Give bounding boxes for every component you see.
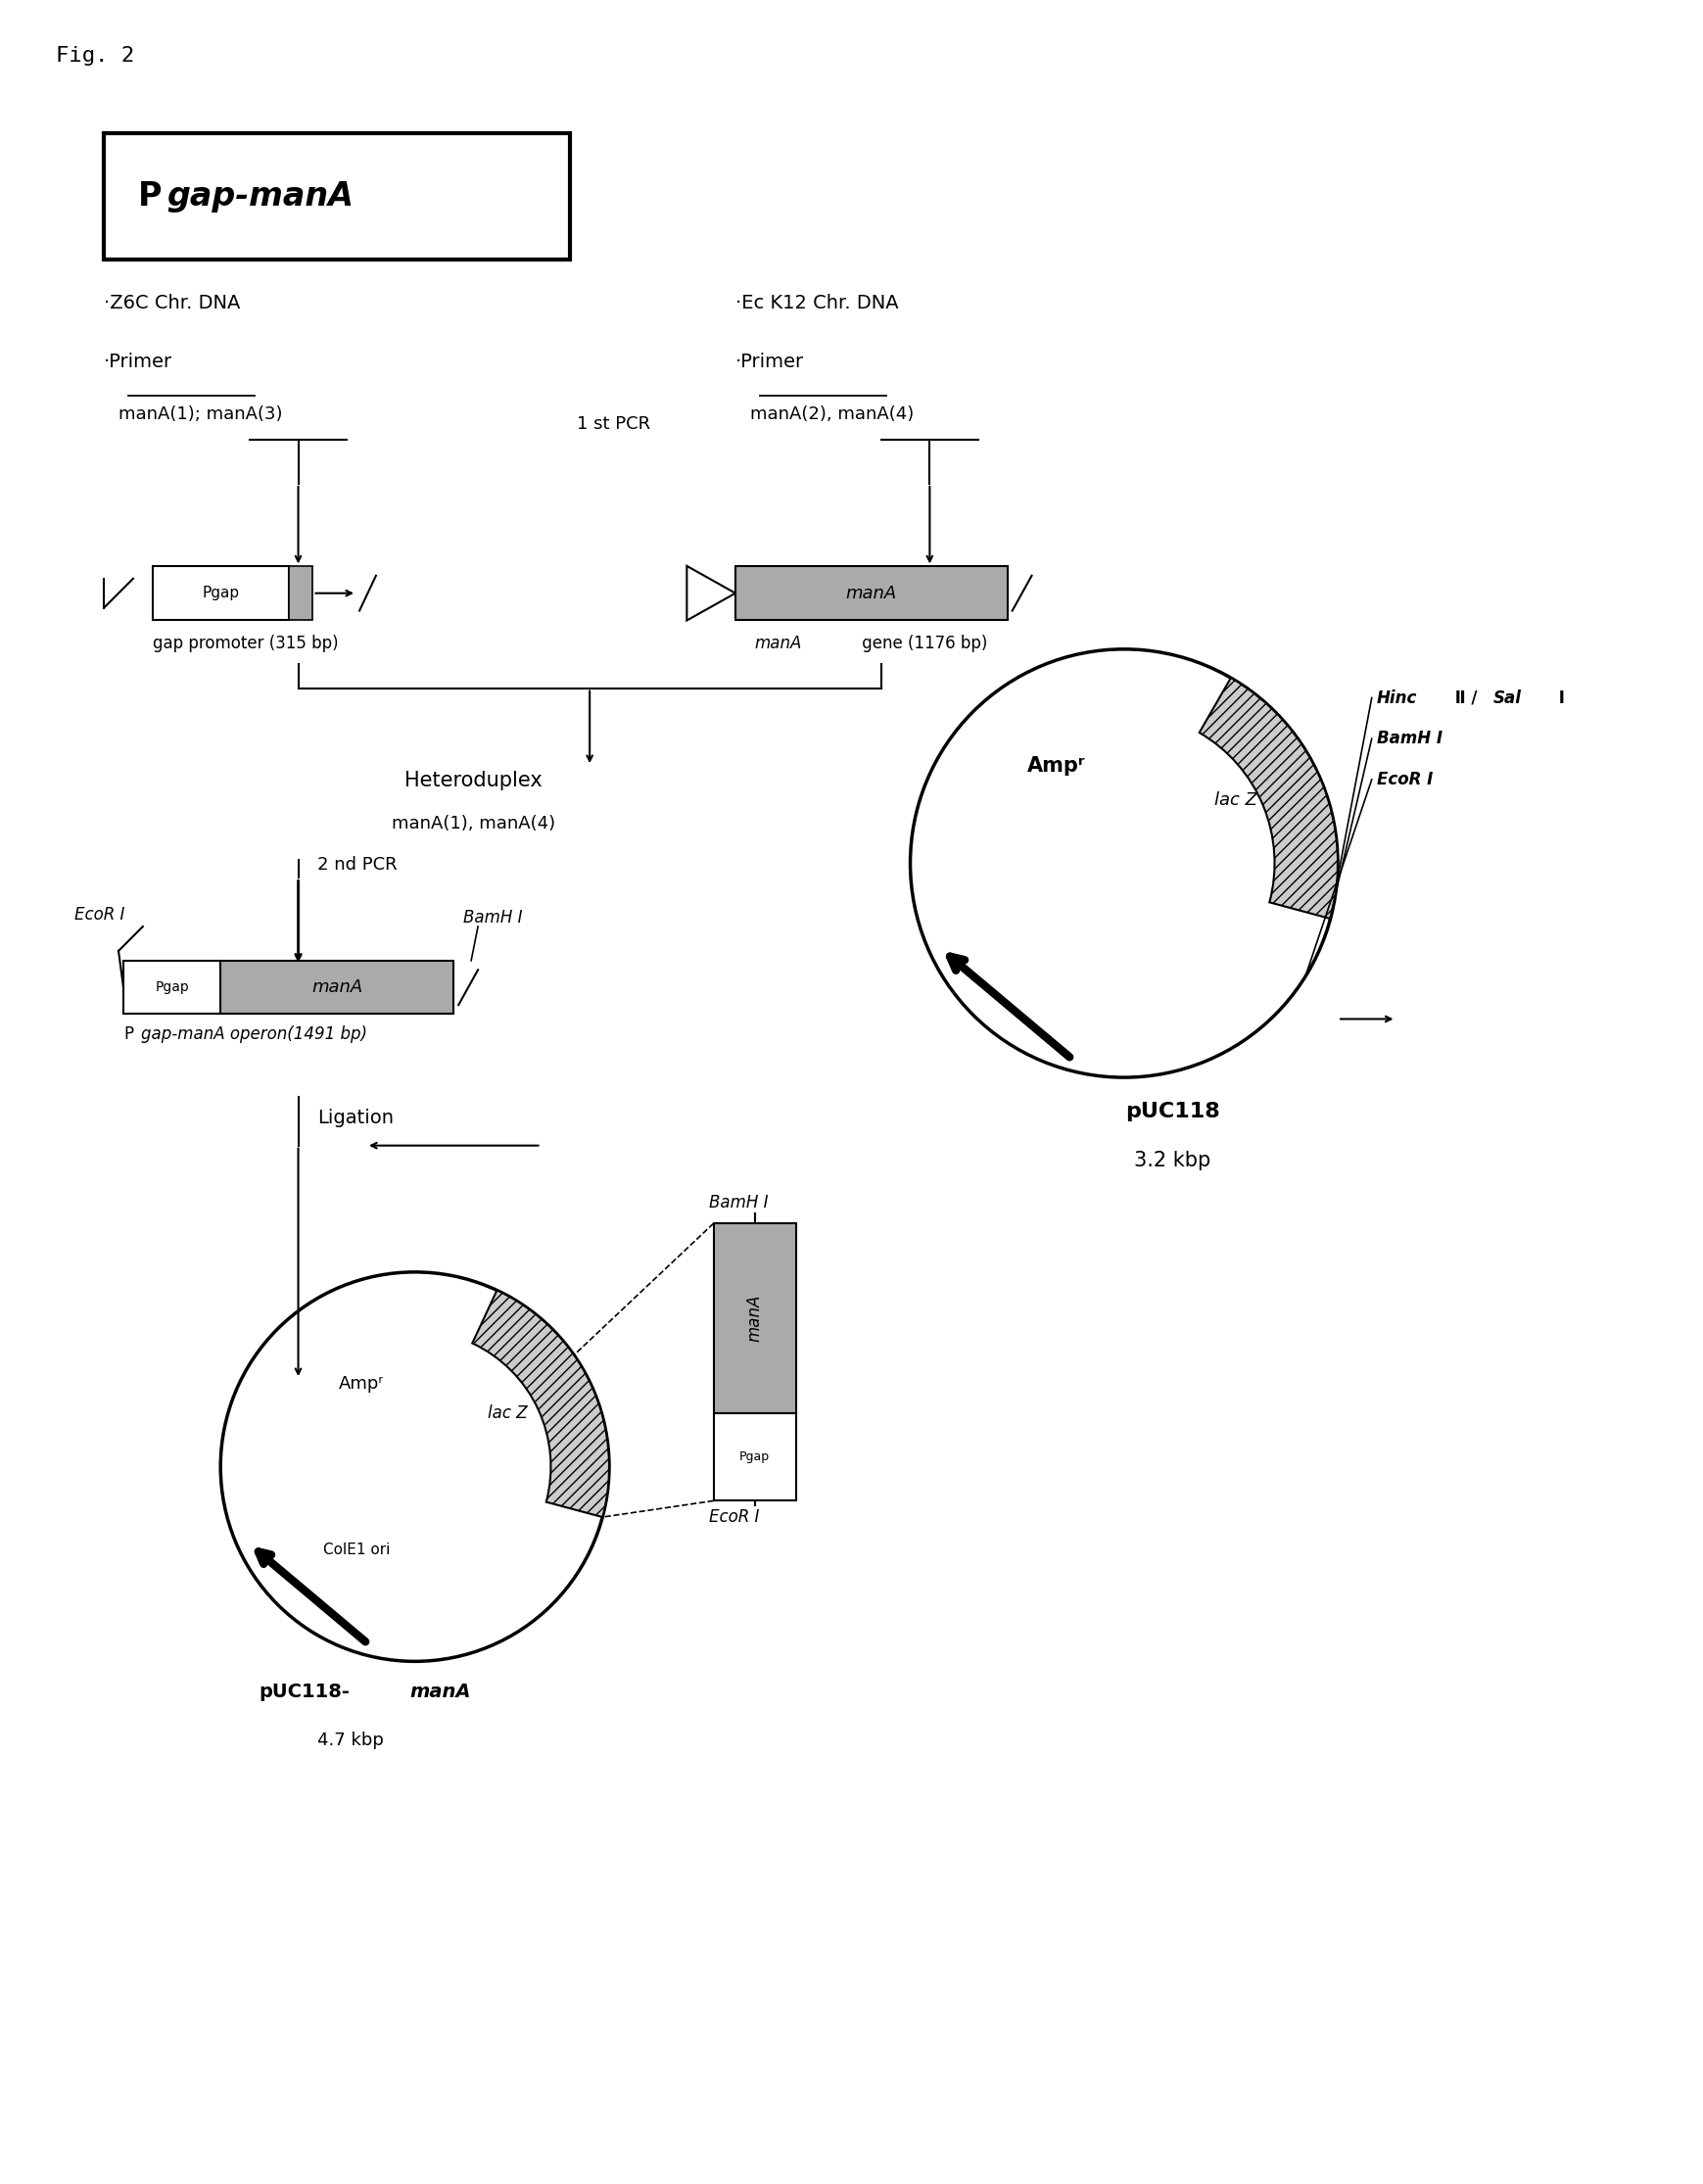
- Text: pUC118-: pUC118-: [259, 1684, 351, 1701]
- Text: 1 st PCR: 1 st PCR: [577, 415, 651, 432]
- Text: manA(1); manA(3): manA(1); manA(3): [119, 406, 283, 424]
- Text: P: P: [123, 1026, 133, 1044]
- Text: BamH I: BamH I: [1376, 729, 1441, 747]
- Text: Hinc: Hinc: [1376, 688, 1417, 708]
- Text: 4.7 kbp: 4.7 kbp: [317, 1732, 383, 1749]
- Text: pUC118: pUC118: [1124, 1101, 1219, 1120]
- Text: manA(1), manA(4): manA(1), manA(4): [392, 815, 555, 832]
- Bar: [123, 961, 220, 1013]
- Text: I: I: [1553, 688, 1563, 708]
- Text: 3.2 kbp: 3.2 kbp: [1134, 1151, 1211, 1171]
- Text: BamH I: BamH I: [708, 1195, 768, 1212]
- Text: ColE1 ori: ColE1 ori: [324, 1542, 390, 1557]
- Wedge shape: [1199, 677, 1337, 919]
- Text: Pgap: Pgap: [739, 1450, 770, 1463]
- Bar: [736, 566, 1006, 620]
- Bar: [714, 1413, 795, 1500]
- Text: ·Z6C Chr. DNA: ·Z6C Chr. DNA: [104, 295, 240, 312]
- Text: EcoR I: EcoR I: [1376, 771, 1432, 788]
- Text: gap promoter (315 bp): gap promoter (315 bp): [153, 636, 337, 653]
- Bar: [220, 961, 453, 1013]
- Text: EcoR I: EcoR I: [708, 1509, 758, 1527]
- Text: BamH I: BamH I: [463, 909, 523, 926]
- Text: manA: manA: [746, 1295, 763, 1341]
- Text: Pgap: Pgap: [155, 981, 189, 994]
- Bar: [153, 566, 288, 620]
- Text: ·Primer: ·Primer: [104, 352, 172, 371]
- Wedge shape: [472, 1291, 608, 1518]
- Text: manA: manA: [845, 585, 896, 603]
- Text: manA: manA: [410, 1684, 472, 1701]
- Polygon shape: [686, 566, 736, 620]
- Text: lac Z: lac Z: [1214, 791, 1257, 808]
- Text: Ligation: Ligation: [317, 1109, 393, 1127]
- Bar: [104, 133, 571, 260]
- Text: Pgap: Pgap: [201, 585, 238, 601]
- Text: gap-manA operon(1491 bp): gap-manA operon(1491 bp): [141, 1026, 366, 1044]
- Text: manA(2), manA(4): manA(2), manA(4): [749, 406, 913, 424]
- Text: ·Primer: ·Primer: [736, 352, 804, 371]
- Bar: [288, 566, 313, 620]
- Text: P: P: [138, 181, 162, 212]
- Text: Fig. 2: Fig. 2: [54, 46, 135, 66]
- Text: Ampʳ: Ampʳ: [1027, 756, 1085, 775]
- Text: gene (1176 bp): gene (1176 bp): [857, 636, 988, 653]
- Text: gap-manA: gap-manA: [167, 181, 354, 212]
- Text: Ⅱ /: Ⅱ /: [1449, 688, 1477, 708]
- Text: lac Z: lac Z: [487, 1404, 526, 1422]
- Text: EcoR I: EcoR I: [75, 906, 124, 924]
- Bar: [714, 1223, 795, 1413]
- Text: manA: manA: [754, 636, 802, 653]
- Text: 2 nd PCR: 2 nd PCR: [317, 856, 397, 874]
- Text: Ampʳ: Ampʳ: [339, 1376, 383, 1393]
- Text: ·Ec K12 Chr. DNA: ·Ec K12 Chr. DNA: [736, 295, 897, 312]
- Text: manA: manA: [312, 978, 363, 996]
- Text: Heteroduplex: Heteroduplex: [404, 771, 542, 791]
- Text: Sal: Sal: [1492, 688, 1521, 708]
